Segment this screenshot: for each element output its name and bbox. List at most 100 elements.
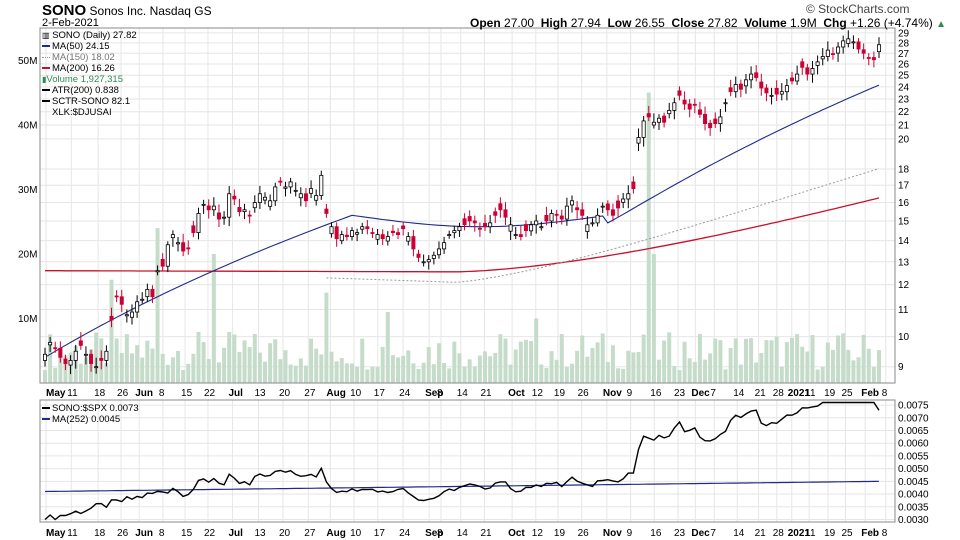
candle-body (360, 226, 365, 230)
candle-body (631, 181, 636, 190)
low-label: Low (607, 16, 632, 30)
price-x-tick: 15 (181, 388, 193, 399)
volume-value: 1.9M (790, 16, 817, 30)
candle-body (841, 40, 846, 48)
ratio-x-tick: 10 (350, 528, 362, 539)
candle-body (349, 230, 354, 237)
candle-body (564, 205, 569, 220)
candle-body (109, 315, 114, 321)
candle-body (227, 193, 232, 218)
volume-bar (365, 369, 370, 383)
volume-bar (375, 367, 380, 383)
ratio-x-tick: Jul (228, 528, 243, 539)
price-y-tick: 27 (898, 49, 910, 60)
ratio-x-tick: 20 (279, 528, 291, 539)
volume-bar (641, 334, 646, 383)
volume-bar (442, 362, 447, 383)
volume-bar (871, 367, 876, 383)
price-x-tick: 8 (159, 388, 165, 399)
candle-body (375, 234, 380, 240)
panel-frames (39, 27, 896, 523)
candle-body (181, 242, 186, 252)
candle-body (401, 225, 406, 230)
volume-bar (784, 342, 789, 383)
volume-bar (559, 333, 564, 383)
price-x-tick: Sep (425, 388, 443, 399)
candle-body (390, 230, 395, 234)
candle-body (570, 200, 575, 206)
volume-bar (610, 345, 615, 383)
candle-body (626, 193, 631, 200)
candle-body (303, 193, 308, 202)
volume-bar (309, 338, 314, 383)
volume-bar (462, 366, 467, 383)
candle-body (339, 234, 344, 242)
price-x-tick: 16 (650, 388, 662, 399)
company-name: Sonos Inc. (89, 4, 147, 18)
candle-body (99, 357, 104, 361)
volume-bar (431, 364, 436, 383)
price-x-tick: 13 (255, 388, 267, 399)
candle-body (119, 296, 124, 305)
candle-body (810, 68, 815, 75)
volume-bar (769, 340, 774, 383)
volume-bar (718, 340, 723, 383)
price-x-tick: 26 (117, 388, 129, 399)
candle-body (385, 236, 390, 242)
price-y-tick: 21 (898, 120, 910, 131)
candle-body (662, 115, 667, 123)
volume-bar (252, 333, 257, 383)
price-x-tick: Feb (861, 388, 879, 399)
volume-bar (298, 358, 303, 383)
candle-body (78, 340, 83, 346)
candle-body (749, 73, 754, 81)
volume-bar (523, 339, 528, 383)
candle-body (856, 41, 861, 50)
legend-ratio-text: SONO:$SPX 0.0073 (52, 403, 139, 414)
candle-body (708, 122, 713, 129)
volume-bar (580, 335, 585, 383)
volume-bar (815, 369, 820, 383)
volume-bar (743, 338, 748, 383)
candle-body (682, 99, 687, 105)
candle-body (314, 195, 319, 201)
ma200-line (45, 197, 880, 273)
volume-bar (416, 368, 421, 383)
price-x-tick: Dec (691, 388, 710, 399)
candle-body (667, 109, 672, 115)
volume-bar (590, 347, 595, 383)
candle-body (723, 102, 728, 105)
ratio-x-tick: 24 (399, 528, 411, 539)
legend-sctr-text: SCTR-SONO 82.1 (52, 96, 131, 107)
volume-bar (53, 367, 58, 383)
ratio-y-tick: 0.0060 (898, 439, 929, 450)
candle-body (283, 186, 288, 189)
volume-bar (621, 368, 626, 383)
volume-bar (877, 350, 881, 383)
price-x-tick: 8 (437, 388, 443, 399)
volume-bar (268, 343, 273, 383)
candle-body (365, 226, 370, 230)
ratio-x-tick: 16 (650, 528, 662, 539)
candle-body (298, 193, 303, 199)
price-x-tick: 23 (674, 388, 686, 399)
volume-bar (170, 357, 175, 383)
candle-body (605, 203, 610, 211)
price-y-tick: 23 (898, 95, 910, 106)
candle-body (523, 224, 528, 232)
volume-bar (646, 92, 651, 383)
chg-label: Chg (823, 16, 847, 30)
candle-body (646, 113, 651, 118)
price-y-tick: 13 (898, 257, 910, 268)
legend-ratio-ma-text: MA(252) 0.0045 (52, 414, 121, 425)
candle-body (728, 87, 733, 93)
ratio-lines (44, 401, 880, 521)
price-x-tick: 11 (67, 388, 78, 399)
candle-body (73, 350, 78, 361)
price-y-tick: 15 (898, 216, 910, 227)
candle-body (554, 213, 559, 216)
candle-body (595, 214, 600, 224)
volume-bar (605, 362, 610, 383)
volume-bar (754, 362, 759, 383)
volume-bar (564, 367, 569, 383)
